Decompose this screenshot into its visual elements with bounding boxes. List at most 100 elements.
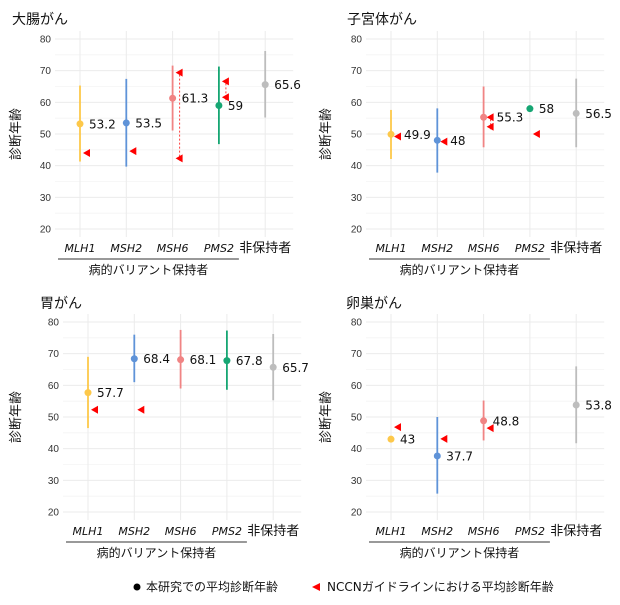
nccn-marker <box>175 68 183 77</box>
panel-4: 20 30 40 50 60 70 80 MLH1 MSH2 MSH6 PMS2 非保持者病的バリアン… <box>318 296 612 560</box>
y-tick-label: 80 <box>40 35 52 46</box>
y-tick-label: 40 <box>48 444 60 455</box>
x-tick-label: MSH2 <box>110 242 142 255</box>
y-tick-label: 60 <box>40 98 52 109</box>
panel-title: 卵巣がん <box>346 296 402 312</box>
data-label: 67.8 <box>236 354 263 368</box>
mean-point-PMS2 <box>526 105 534 113</box>
panel-title: 大腸がん <box>12 12 68 28</box>
x-tick-label: MSH2 <box>421 525 453 538</box>
x-tick-label: MSH6 <box>157 242 189 255</box>
nccn-marker <box>394 423 401 432</box>
x-tick-label: MSH6 <box>468 242 500 255</box>
data-label: 65.6 <box>274 78 301 92</box>
x-tick-label: PMS2 <box>204 242 234 255</box>
nccn-marker <box>83 149 90 157</box>
y-tick-label: 30 <box>40 193 52 204</box>
y-tick-label: 80 <box>351 318 363 329</box>
x-tick-label: PMS2 <box>212 525 242 538</box>
mean-point-MSH6 <box>480 113 488 121</box>
data-label: 61.3 <box>182 92 209 106</box>
y-tick-label: 70 <box>351 66 363 77</box>
data-label: 49.9 <box>404 128 431 142</box>
mean-point-MSH2 <box>433 452 441 460</box>
nccn-marker <box>221 93 229 102</box>
legend-study-marker <box>133 583 141 591</box>
data-label: 53.5 <box>135 116 162 130</box>
group-label: 病的バリアント保持者 <box>89 262 209 277</box>
group-label: 病的バリアント保持者 <box>400 262 520 277</box>
y-tick-label: 40 <box>351 161 363 172</box>
mean-point-MLH1 <box>76 120 84 128</box>
x-tick-label: MSH2 <box>118 525 150 538</box>
data-label: 53.8 <box>585 398 612 412</box>
y-tick-label: 70 <box>40 66 52 77</box>
data-label: 57.7 <box>97 386 124 400</box>
x-tick-label: MLH1 <box>65 242 96 255</box>
y-tick-label: 40 <box>351 444 363 455</box>
data-label: 48.8 <box>493 414 520 428</box>
mean-point-MLH1 <box>387 130 395 138</box>
x-tick-label: 非保持者 <box>247 524 299 539</box>
x-tick-label: 非保持者 <box>239 241 291 256</box>
mean-point-MLH1 <box>387 435 395 443</box>
mean-point-MLH1 <box>84 389 92 397</box>
data-label: 43 <box>400 433 415 447</box>
x-tick-label: 非保持者 <box>550 524 602 539</box>
mean-point-MSH2 <box>122 119 130 127</box>
panel-2: 20 30 40 50 60 70 80 MLH1 MSH2 MSH6 PMS2 非保持者病的バリアン… <box>318 12 612 277</box>
nccn-marker <box>486 113 494 122</box>
y-tick-label: 20 <box>351 508 363 519</box>
nccn-marker <box>486 122 494 131</box>
mean-point-非保持者 <box>261 81 269 89</box>
x-tick-label: MSH6 <box>165 525 197 538</box>
nccn-marker <box>486 424 494 433</box>
y-axis-label: 診断年齢 <box>318 391 334 443</box>
mean-point-PMS2 <box>215 102 223 109</box>
panel-title: 胃がん <box>40 296 82 312</box>
y-tick-label: 80 <box>351 35 363 46</box>
data-label: 53.2 <box>89 117 116 131</box>
nccn-marker <box>394 132 401 141</box>
mean-point-非保持者 <box>572 109 580 117</box>
x-tick-label: MLH1 <box>73 525 104 538</box>
y-tick-label: 60 <box>48 381 60 392</box>
x-tick-label: 非保持者 <box>550 241 602 256</box>
y-tick-label: 70 <box>351 349 363 360</box>
data-label: 48 <box>450 134 465 148</box>
mean-point-非保持者 <box>269 363 277 371</box>
mean-point-PMS2 <box>223 357 231 365</box>
x-tick-label: PMS2 <box>515 525 545 538</box>
group-label: 病的バリアント保持者 <box>400 545 520 560</box>
y-tick-label: 20 <box>48 508 60 519</box>
legend: 本研究での平均診断年齢 NCCNガイドラインにおける平均診断年齢 <box>133 579 554 594</box>
x-tick-label: PMS2 <box>515 242 545 255</box>
y-tick-label: 80 <box>48 318 60 329</box>
y-tick-label: 50 <box>48 413 60 424</box>
mean-point-MSH6 <box>177 356 185 364</box>
nccn-marker <box>532 130 540 138</box>
data-label: 68.1 <box>190 353 217 367</box>
y-tick-label: 20 <box>351 225 363 236</box>
data-label: 37.7 <box>446 449 473 463</box>
nccn-marker <box>221 77 229 86</box>
nccn-marker <box>137 405 145 414</box>
y-tick-label: 50 <box>351 413 363 424</box>
y-tick-label: 30 <box>48 476 60 487</box>
y-tick-label: 60 <box>351 381 363 392</box>
mean-point-非保持者 <box>572 401 580 409</box>
nccn-marker <box>175 154 183 163</box>
mean-point-MSH2 <box>130 355 138 363</box>
y-tick-label: 70 <box>48 349 60 360</box>
x-tick-label: MSH6 <box>468 525 500 538</box>
data-label: 56.5 <box>585 107 612 121</box>
y-tick-label: 30 <box>351 476 363 487</box>
y-tick-label: 40 <box>40 161 52 172</box>
x-tick-label: MSH2 <box>421 242 453 255</box>
data-label: 58 <box>539 102 554 116</box>
y-tick-label: 50 <box>40 130 52 141</box>
x-tick-label: MLH1 <box>376 242 407 255</box>
panel-3: 20 30 40 50 60 70 80 MLH1 MSH2 MSH6 PMS2 非保持者病的バリアン… <box>8 296 309 560</box>
data-label: 65.7 <box>282 361 309 375</box>
